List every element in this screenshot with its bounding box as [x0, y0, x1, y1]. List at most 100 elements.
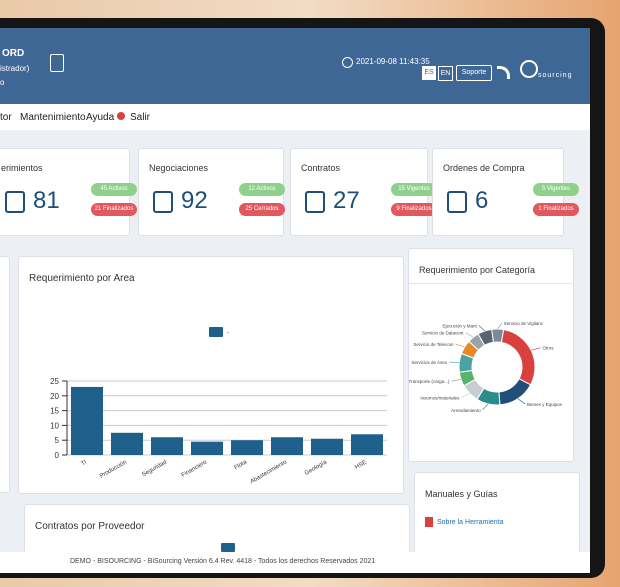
top-bar: ORD istrador) o 2021-09-08 11:43:35 ES E… — [0, 28, 590, 104]
rss-icon[interactable] — [497, 66, 510, 79]
user-extra: o — [0, 78, 5, 87]
y-tick-label: 20 — [50, 392, 59, 401]
summary-card: Ordenes de Compra 6 5 Vigentes 1 Finalizado… — [432, 148, 579, 236]
pie-label: Arrendamiento — [451, 408, 481, 413]
x-tick-label: Geología — [304, 459, 329, 477]
y-tick-label: 5 — [55, 436, 60, 445]
menu-item[interactable]: Mantenimiento — [20, 112, 86, 123]
divider — [409, 283, 573, 284]
category-panel: Requerimiento por Categoría Otros Bienes … — [408, 248, 574, 462]
pie-leader — [517, 398, 526, 405]
badge-closed: 25 Cerrados — [239, 203, 285, 216]
panel-title: Manuales y Guías — [425, 489, 498, 499]
bar — [311, 438, 343, 455]
pie-label: Servicios de Aseo — [411, 360, 447, 365]
badge-active: 15 Vigentes — [391, 183, 437, 196]
menu-bar: tor Mantenimiento Ayuda Salir — [0, 104, 590, 130]
card-count: 6 — [475, 187, 489, 214]
x-tick-label: HSE — [354, 460, 368, 471]
card-title: Negociaciones — [149, 163, 209, 173]
y-tick-label: 0 — [55, 451, 60, 460]
bar — [351, 434, 383, 455]
pie-chart: Otros Bienes y Equipos Arrendamiento Insumo… — [409, 321, 563, 413]
badge-closed: 9 Finalizados — [391, 203, 437, 216]
pie-label: Servicio de Vigilanc — [504, 321, 544, 326]
pie-leader — [478, 325, 485, 332]
card-title: Contratos — [301, 163, 341, 173]
pie-leader — [531, 347, 541, 351]
datetime: 2021-09-08 11:43:35 — [356, 57, 430, 66]
panel-title: Contratos por Proveedor — [35, 521, 145, 532]
support-button[interactable]: Soporte — [456, 65, 492, 81]
card-icon — [305, 191, 325, 213]
area-panel: Requerimiento por Area - 0 5 10 15 20 25 TI Prod… — [18, 256, 404, 494]
logo-mark — [520, 60, 538, 78]
menu-item[interactable]: Salir — [130, 112, 151, 123]
x-tick-label: Flota — [233, 459, 248, 471]
pdf-icon — [425, 517, 433, 527]
bar-chart: - 0 5 10 15 20 25 TI Producción Seguridad Financie… — [50, 327, 387, 485]
x-tick-label: TI — [80, 459, 88, 467]
pie-slice — [491, 328, 505, 343]
badge-active: 5 Vigentes — [533, 183, 579, 196]
card-icon — [5, 191, 25, 213]
legend-swatch — [221, 543, 235, 552]
menu-item[interactable]: tor — [0, 112, 12, 123]
pie-label: Servicio de Telecom — [413, 342, 453, 347]
screen: ORD istrador) o 2021-09-08 11:43:35 ES E… — [0, 28, 590, 573]
pie-leader — [465, 332, 474, 338]
pie-leader — [451, 378, 462, 382]
pie-label: Otros — [543, 346, 555, 351]
bar — [151, 437, 183, 455]
clock-icon — [342, 57, 353, 68]
x-tick-label: Abastecimiento — [249, 459, 288, 485]
card-count: 81 — [33, 187, 60, 214]
bar — [191, 441, 223, 455]
user-name: ORD — [2, 48, 25, 59]
pie-leader — [461, 393, 470, 398]
pie-leader — [455, 343, 465, 348]
pie-label: Ejecución y Mant — [443, 323, 478, 328]
summary-card: Negociaciones 92 12 Activos 25 Cerrados — [138, 148, 285, 236]
menu-item[interactable]: Ayuda — [86, 112, 115, 123]
pie-leader — [482, 403, 489, 410]
card-title: erimientos — [1, 163, 43, 173]
pie-label: Transporte (carga...) — [409, 379, 450, 384]
panel-title: Requerimiento por Area — [29, 273, 135, 284]
pie-label: Bienes y Equipos — [527, 402, 563, 407]
card-title: Ordenes de Compra — [443, 163, 525, 173]
bar — [271, 437, 303, 455]
y-tick-label: 15 — [50, 407, 59, 416]
exit-icon — [117, 112, 125, 120]
bar — [231, 440, 263, 455]
lang-en[interactable]: EN — [438, 66, 453, 81]
summary-card: erimientos 81 45 Activos 21 Finalizados — [0, 148, 137, 236]
badge-active: 45 Activos — [91, 183, 137, 196]
manual-link[interactable]: Sobre la Herramienta — [437, 519, 504, 526]
user-icon[interactable] — [50, 54, 64, 72]
card-count: 27 — [333, 187, 360, 214]
y-tick-label: 25 — [50, 377, 59, 386]
x-tick-label: Financiero — [181, 459, 209, 479]
badge-closed: 1 Finalizados — [533, 203, 579, 216]
logo-text: sourcing — [538, 72, 573, 79]
card-count: 92 — [181, 187, 208, 214]
manuals-panel: Manuales y Guías Sobre la Herramienta — [414, 472, 580, 564]
pie-slice — [498, 378, 532, 406]
legend-swatch — [209, 327, 223, 337]
pie-leader — [449, 361, 460, 364]
pie-slice — [500, 328, 536, 386]
pie-leader — [497, 322, 503, 330]
footer-text: DEMO - BISOURCING - BiSourcing Versión 6… — [70, 558, 376, 565]
side-panel — [0, 256, 10, 493]
pie-label: Servicio de Datacent — [422, 331, 464, 336]
badge-closed: 21 Finalizados — [91, 203, 137, 216]
lang-es[interactable]: ES — [422, 66, 436, 80]
bar — [71, 386, 103, 455]
x-tick-label: Seguridad — [141, 460, 168, 479]
legend-label: - — [227, 330, 230, 337]
pie-label: Insumos/materiales — [420, 396, 460, 401]
panel-title: Requerimiento por Categoría — [419, 265, 536, 275]
